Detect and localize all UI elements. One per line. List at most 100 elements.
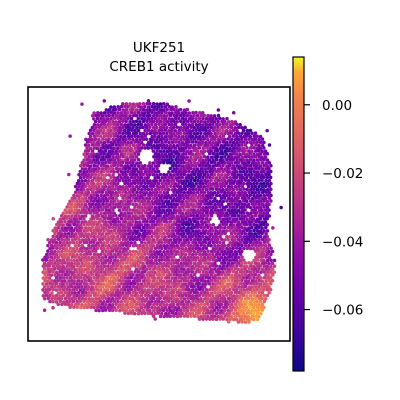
tissue-spot — [226, 172, 230, 177]
tissue-spot — [250, 308, 255, 313]
tissue-spot — [238, 281, 243, 286]
tissue-spot — [235, 294, 239, 298]
tissue-spot — [257, 143, 261, 148]
tissue-spot — [78, 270, 83, 274]
tissue-spot — [240, 208, 245, 212]
tissue-spot — [126, 264, 130, 269]
tissue-spot — [194, 199, 198, 203]
tissue-spot — [66, 267, 71, 271]
tissue-spot — [258, 276, 263, 280]
tissue-spot — [114, 178, 118, 183]
tissue-spot — [122, 258, 127, 262]
tissue-spot — [96, 182, 100, 186]
tissue-spot — [172, 296, 176, 301]
tissue-spot — [253, 296, 258, 301]
tissue-spot — [95, 187, 99, 191]
tissue-spot — [257, 196, 261, 200]
tissue-spot — [178, 119, 183, 124]
tissue-spot — [92, 187, 96, 191]
tissue-spot — [172, 173, 176, 177]
tissue-spot — [168, 126, 173, 130]
tissue-spot — [231, 122, 236, 127]
tissue-spot — [111, 161, 115, 165]
tissue-spot — [93, 237, 98, 242]
tissue-spot — [140, 270, 144, 274]
tissue-spot — [175, 202, 180, 207]
tissue-spot — [121, 137, 125, 142]
tissue-spot — [42, 267, 47, 271]
tissue-spot — [187, 146, 192, 150]
tissue-spot — [75, 246, 79, 251]
tissue-spot — [131, 220, 135, 224]
tissue-spot — [216, 190, 220, 195]
tissue-spot — [150, 199, 154, 204]
tissue-spot — [132, 175, 137, 180]
tissue-spot — [92, 117, 96, 121]
tissue-spot — [194, 157, 198, 162]
tissue-spot — [200, 222, 205, 227]
tissue-spot — [238, 205, 243, 210]
tissue-spot — [187, 111, 192, 115]
tissue-spot — [220, 119, 224, 124]
tissue-spot — [264, 214, 268, 218]
tissue-spot — [224, 293, 229, 298]
tissue-spot — [219, 173, 224, 177]
tissue-spot — [107, 225, 112, 230]
tissue-spot — [171, 308, 176, 313]
tissue-spot — [107, 108, 112, 112]
tissue-spot — [190, 252, 195, 257]
tissue-spot — [214, 122, 219, 127]
tissue-spot — [211, 264, 216, 268]
tissue-spot — [162, 179, 166, 183]
tissue-spot — [197, 205, 202, 209]
tissue-spot — [77, 267, 81, 271]
tissue-spot — [233, 226, 237, 230]
tissue-spot — [135, 161, 139, 165]
tissue-spot — [201, 193, 205, 198]
tissue-spot — [172, 226, 176, 230]
tissue-spot — [240, 237, 244, 242]
tissue-spot — [41, 270, 45, 274]
tissue-spot — [139, 181, 144, 186]
tissue-spot — [109, 187, 114, 192]
tissue-spot — [100, 267, 105, 271]
tissue-spot — [197, 169, 202, 174]
tissue-spot — [216, 202, 221, 206]
tissue-spot — [269, 181, 273, 186]
tissue-spot — [162, 196, 166, 200]
tissue-spot — [217, 122, 222, 127]
tissue-spot — [260, 267, 265, 271]
tissue-spot — [213, 232, 217, 236]
tissue-spot — [70, 231, 74, 236]
tissue-spot — [264, 249, 268, 254]
tissue-spot — [158, 172, 163, 177]
tissue-spot — [255, 311, 260, 316]
tissue-spot — [114, 114, 119, 118]
tissue-spot — [117, 173, 122, 177]
tissue-spot — [124, 172, 128, 177]
tissue-spot — [155, 237, 159, 242]
tissue-spot — [110, 225, 115, 230]
tissue-spot — [170, 228, 175, 233]
tissue-spot — [116, 229, 120, 233]
tissue-spot — [236, 320, 241, 324]
tissue-spot — [168, 179, 173, 183]
tissue-spot — [248, 158, 253, 162]
tissue-spot — [172, 273, 176, 277]
tissue-spot — [233, 261, 237, 265]
tissue-spot — [155, 166, 159, 171]
tissue-spot — [209, 273, 214, 277]
tissue-spot — [156, 311, 161, 315]
tissue-spot — [83, 255, 88, 260]
tissue-spot — [218, 181, 222, 186]
tissue-spot — [209, 314, 214, 319]
tissue-spot — [143, 169, 148, 174]
tissue-spot — [107, 302, 112, 307]
tissue-spot — [236, 125, 241, 130]
tissue-spot — [126, 116, 130, 121]
tissue-spot — [109, 152, 113, 156]
tissue-spot — [184, 287, 188, 292]
tissue-spot — [136, 311, 141, 316]
tissue-spot — [168, 285, 173, 289]
tissue-spot — [127, 190, 132, 195]
